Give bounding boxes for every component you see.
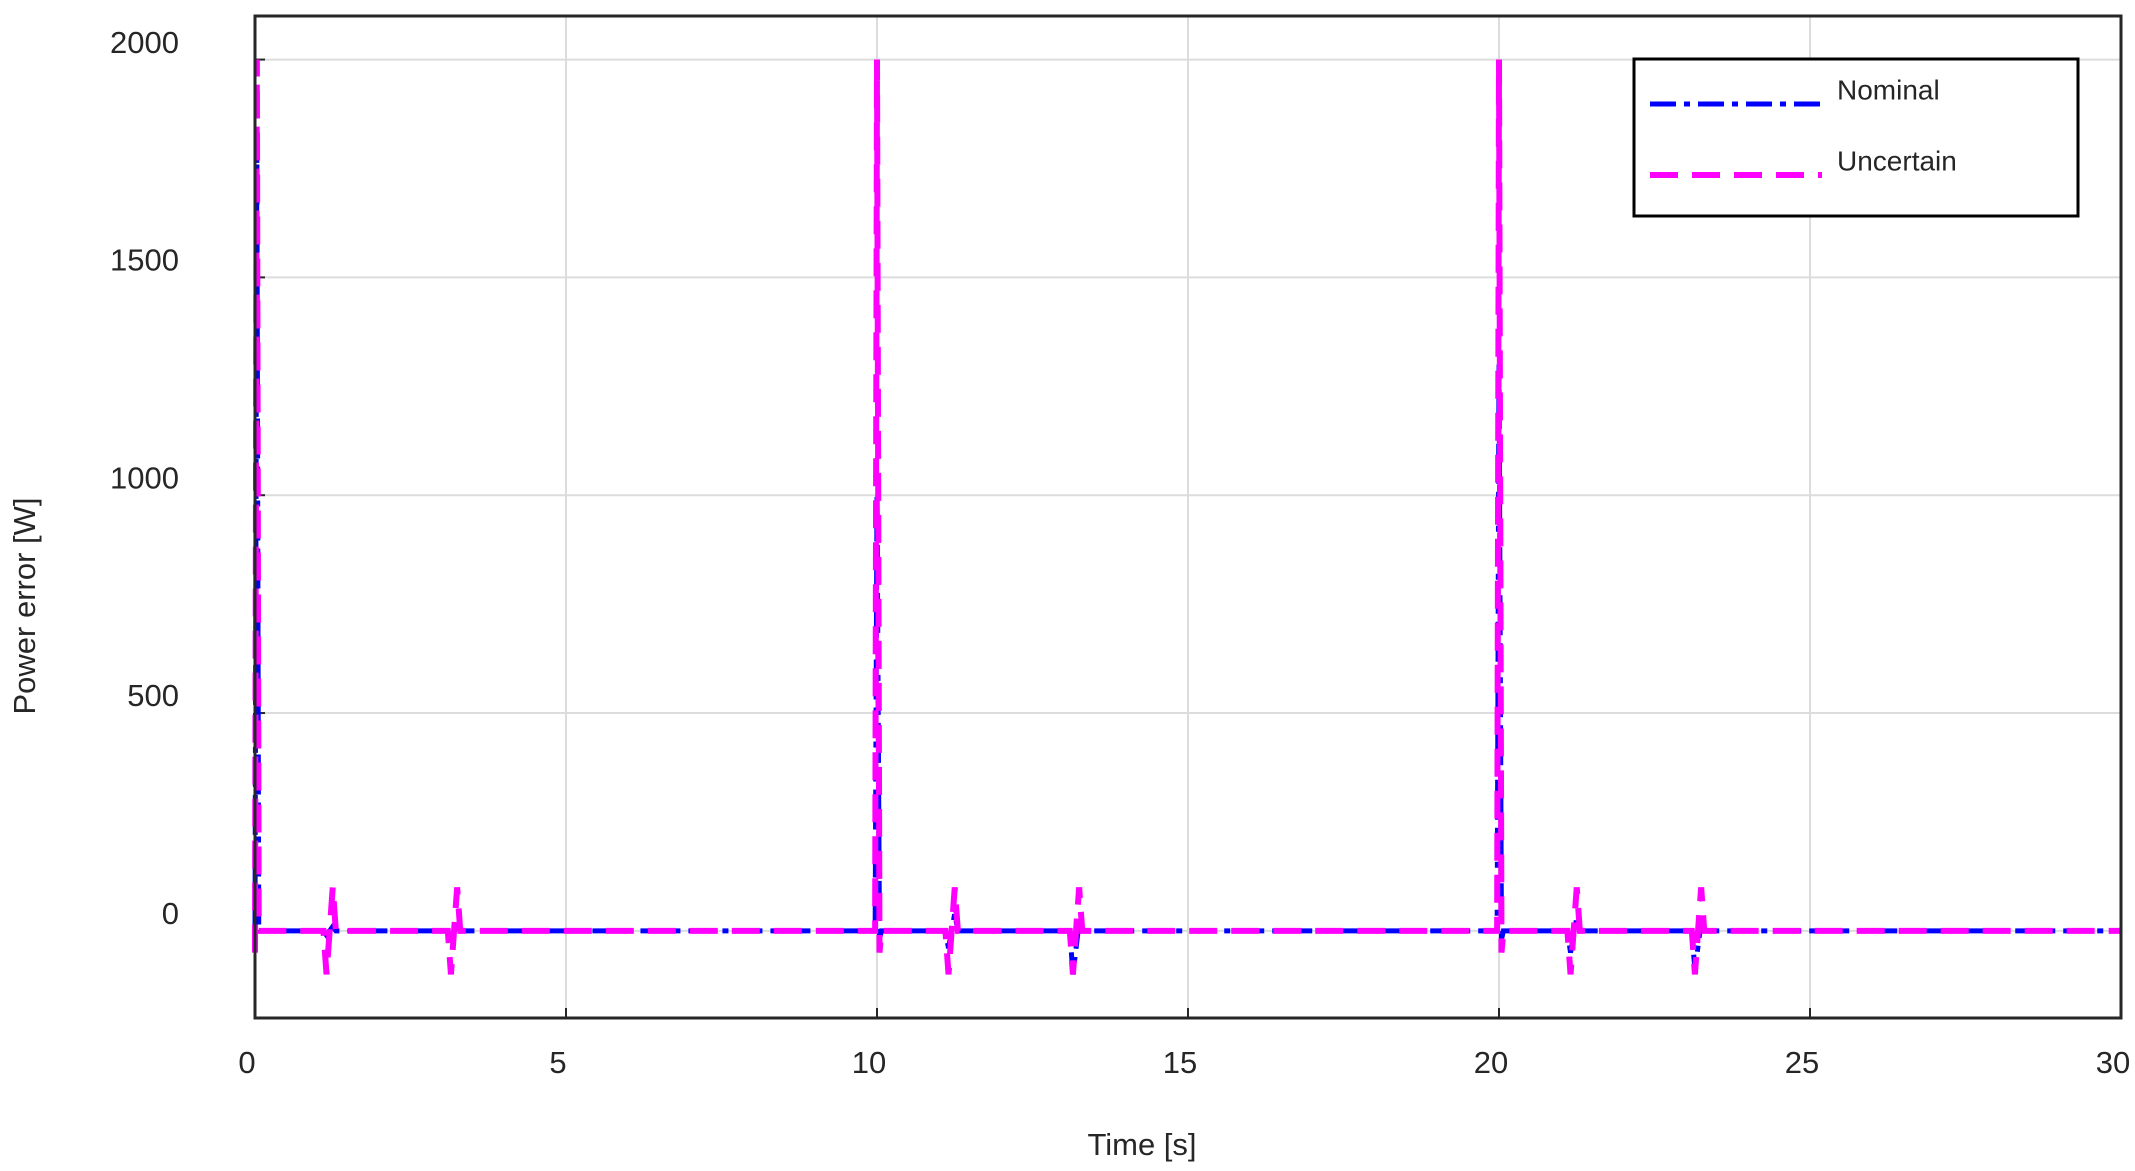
x-tick-label: 5 <box>549 1045 566 1080</box>
legend-label: Nominal <box>1837 74 1940 105</box>
y-axis-label: Power error [W] <box>7 497 42 714</box>
y-tick-label: 2000 <box>110 25 179 60</box>
x-tick-label: 20 <box>1474 1045 1508 1080</box>
x-tick-label: 0 <box>238 1045 255 1080</box>
x-tick-label: 10 <box>852 1045 886 1080</box>
legend-label: Uncertain <box>1837 145 1957 176</box>
plot-frame <box>253 14 2123 1020</box>
y-tick-label: 1500 <box>110 243 179 278</box>
series-line <box>252 59 2121 975</box>
y-tick-label: 500 <box>127 678 179 713</box>
legend-box <box>1632 57 2080 218</box>
y-tick-label: 1000 <box>110 460 179 495</box>
x-tick-label: 30 <box>2096 1045 2130 1080</box>
x-tick-label: 15 <box>1163 1045 1197 1080</box>
x-axis-label: Time [s] <box>1087 1127 1196 1162</box>
y-tick-label: 0 <box>162 896 179 931</box>
x-tick-label: 25 <box>1785 1045 1819 1080</box>
